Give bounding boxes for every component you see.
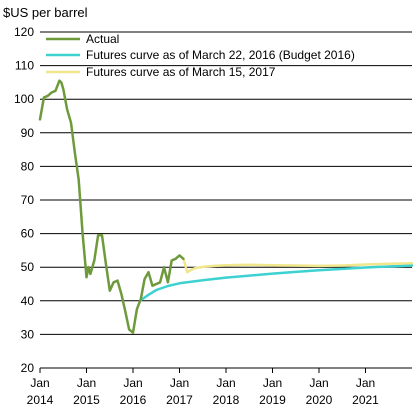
x-tick-label-month-2021: Jan — [356, 376, 375, 390]
x-tick-label-month-2019: Jan — [263, 376, 282, 390]
y-tick-label-80: 80 — [21, 159, 35, 173]
x-tick-label-month-2016: Jan — [123, 376, 142, 390]
x-tick-label-year-2017: 2017 — [166, 393, 193, 407]
x-tick-label-year-2016: 2016 — [120, 393, 147, 407]
x-tick-label-year-2014: 2014 — [27, 393, 54, 407]
y-tick-label-50: 50 — [21, 260, 35, 274]
x-tick-label-year-2021: 2021 — [352, 393, 379, 407]
y-tick-label-110: 110 — [15, 59, 34, 73]
y-tick-label-90: 90 — [21, 126, 35, 140]
x-tick-label-month-2020: Jan — [309, 376, 328, 390]
series-line-2 — [182, 257, 414, 274]
y-tick-label-70: 70 — [21, 193, 35, 207]
y-tick-label-100: 100 — [14, 92, 34, 106]
y-tick-label-120: 120 — [14, 25, 34, 39]
series-line-1 — [139, 264, 414, 302]
x-tick-label-year-2018: 2018 — [213, 393, 240, 407]
y-tick-label-40: 40 — [21, 294, 35, 308]
x-tick-label-year-2015: 2015 — [73, 393, 100, 407]
x-tick-label-year-2020: 2020 — [306, 393, 333, 407]
x-tick-label-month-2018: Jan — [216, 376, 235, 390]
series-lines — [38, 79, 414, 334]
legend: Actual Futures curve as of March 22, 2016… — [46, 32, 355, 79]
y-tick-label-30: 30 — [21, 327, 35, 341]
gridlines — [40, 31, 412, 335]
y-axis-unit-label: $US per barrel — [3, 5, 88, 20]
x-axis: Jan 2014 Jan 2015 Jan 2016 Jan 2017 Jan 2018 Jan 20… — [27, 367, 412, 407]
legend-label-2: Futures curve as of March 15, 2017 — [86, 65, 276, 79]
x-tick-label-month-2014: Jan — [30, 376, 49, 390]
x-tick-label-month-2015: Jan — [77, 376, 96, 390]
y-tick-label-60: 60 — [21, 227, 35, 241]
x-tick-label-month-2017: Jan — [170, 376, 189, 390]
legend-label-0: Actual — [86, 32, 119, 46]
legend-label-1: Futures curve as of March 22, 2016 (Budg… — [86, 48, 355, 62]
y-axis-ticks: 20 30 40 50 60 70 80 90 100 110 120 — [14, 25, 34, 375]
x-tick-label-year-2019: 2019 — [259, 393, 286, 407]
y-tick-label-20: 20 — [21, 361, 35, 375]
series-line-0 — [38, 79, 185, 334]
